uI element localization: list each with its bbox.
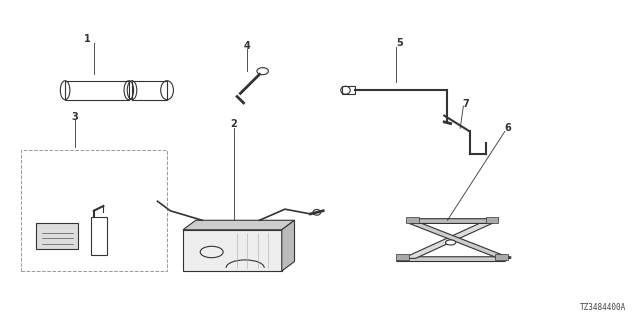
Bar xyxy=(91,217,106,255)
Text: 5: 5 xyxy=(396,38,403,48)
Polygon shape xyxy=(183,220,294,230)
Text: 2: 2 xyxy=(230,118,237,129)
Bar xyxy=(396,253,409,260)
Polygon shape xyxy=(282,220,294,271)
Text: 6: 6 xyxy=(504,123,511,133)
Bar xyxy=(36,223,78,249)
Bar xyxy=(486,217,499,223)
Polygon shape xyxy=(409,219,499,223)
Bar xyxy=(495,253,508,260)
Text: 7: 7 xyxy=(462,100,468,109)
Polygon shape xyxy=(403,223,492,258)
Bar xyxy=(20,150,167,271)
FancyBboxPatch shape xyxy=(183,230,282,271)
Text: TZ3484400A: TZ3484400A xyxy=(580,303,626,312)
Text: 1: 1 xyxy=(84,35,91,44)
Bar xyxy=(406,217,419,223)
Polygon shape xyxy=(396,257,511,261)
Text: 3: 3 xyxy=(71,112,78,122)
Circle shape xyxy=(445,240,456,245)
Polygon shape xyxy=(409,223,511,258)
Text: 4: 4 xyxy=(243,41,250,51)
